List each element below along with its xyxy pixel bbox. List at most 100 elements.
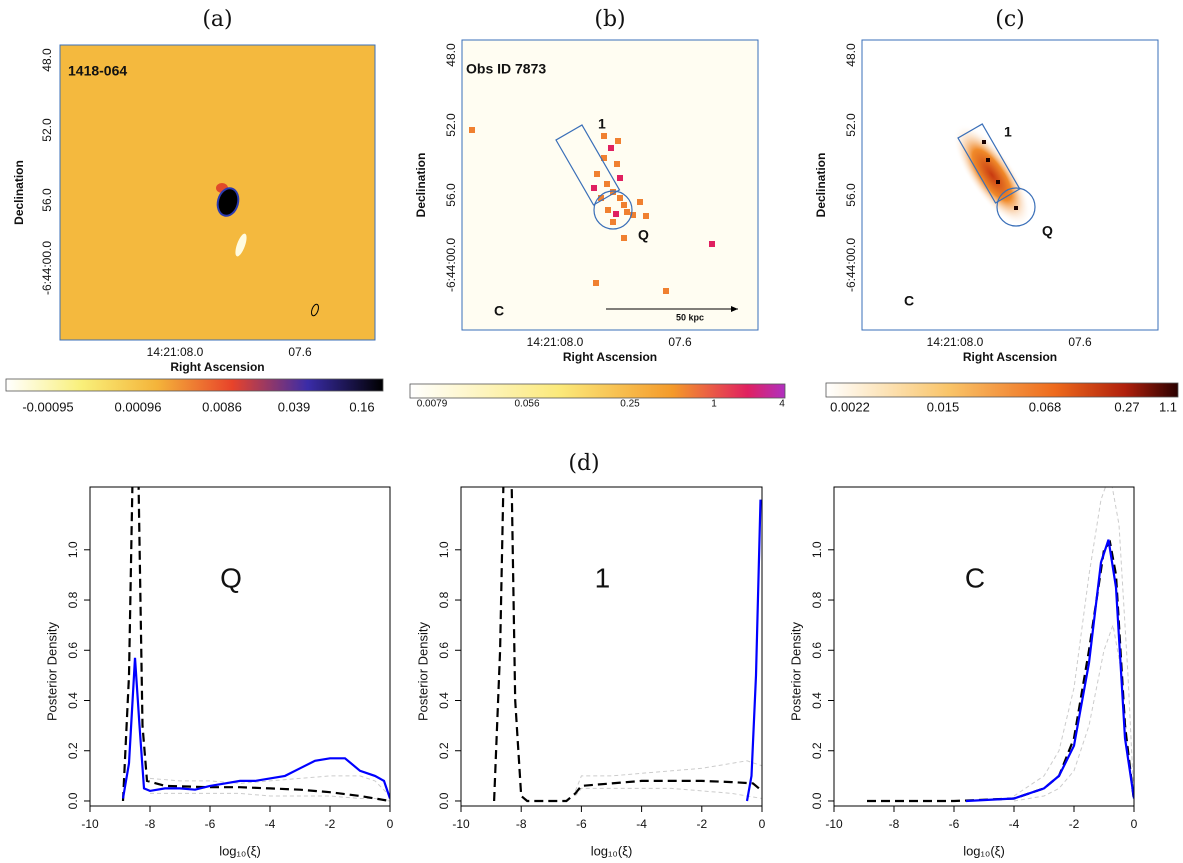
x-tick-label: -2 [696, 817, 707, 831]
y-tick-label: -6:44:00.0 [40, 241, 54, 295]
x-tick-label: -4 [1009, 817, 1020, 831]
photon [663, 288, 669, 294]
chart-title: 1 [595, 562, 611, 593]
y-tick-label: -6:44:00.0 [444, 238, 458, 292]
photon [621, 202, 627, 208]
panel-label: (c) [995, 7, 1025, 32]
photon [621, 235, 627, 241]
peak [986, 158, 990, 162]
y-axis-label: Posterior Density [415, 622, 430, 721]
y-axis-label: Posterior Density [788, 622, 803, 721]
series-line [149, 775, 390, 797]
annotation: 1 [598, 116, 606, 132]
image-panel: (c) 1 Q C 48.0 52.0 56.0 -6:44:00.0 14:21:08.0 07… [814, 7, 1179, 414]
y-tick-label: 0.8 [437, 591, 451, 608]
x-tick-label: -2 [325, 817, 336, 831]
colorbar-label: 0.27 [1114, 399, 1139, 414]
y-tick-label: 56.0 [844, 183, 858, 207]
y-tick-label: 0.4 [810, 692, 824, 709]
x-tick-label: 0 [1131, 817, 1138, 831]
y-tick-label: 0.2 [437, 742, 451, 759]
x-axis-label: Right Ascension [563, 350, 657, 364]
photon [617, 195, 623, 201]
y-axis-label: Posterior Density [44, 622, 59, 721]
image-panel: (b) Obs ID 7873 1 Q C 50 kpc 48.0 52.0 56.0 -6:44… [409, 7, 786, 410]
photon [709, 241, 715, 247]
line-chart: -10 -8 -6 -4 -2 0 0.0 0.2 0.4 0.6 0.8 1.0 1 log₁₀(ξ) P… [415, 486, 766, 858]
panel-title: Obs ID 7873 [466, 61, 546, 77]
x-tick-label: -2 [1069, 817, 1080, 831]
photon [643, 213, 649, 219]
region-1 [957, 123, 1021, 204]
photon [598, 195, 604, 201]
y-tick-label: 56.0 [444, 183, 458, 207]
y-axis-label: Declination [814, 153, 828, 218]
colorbar [5, 378, 384, 392]
region-1 [555, 124, 621, 206]
peak [996, 180, 1000, 184]
y-tick-label: -6:44:00.0 [844, 238, 858, 292]
photon [601, 133, 607, 139]
peak [1014, 206, 1018, 210]
photon [605, 207, 611, 213]
x-tick-label: -8 [145, 817, 156, 831]
x-tick-label: 07.6 [668, 335, 692, 349]
series-line [1013, 487, 1134, 802]
plot-frame [89, 486, 391, 807]
colorbar [409, 383, 786, 399]
series-line [867, 539, 1134, 803]
panel-label: (a) [202, 7, 232, 32]
series-line [575, 787, 762, 799]
colorbar-label: 4 [779, 399, 785, 410]
x-tick-label: -4 [265, 817, 276, 831]
x-axis-label: log₁₀(ξ) [219, 843, 261, 858]
series-line [121, 487, 390, 803]
colorbar-label: 0.015 [927, 399, 960, 414]
y-tick-label: 0.4 [437, 692, 451, 709]
panel-label: (b) [594, 7, 625, 32]
y-tick-label: 0.0 [810, 792, 824, 809]
image-panel: (a) 1418-064 48.0 52.0 56.0 -6:44:00.0 14:21:0… [5, 7, 384, 414]
y-tick-label: 48.0 [40, 48, 54, 72]
series-line [493, 487, 762, 803]
y-tick-label: 0.4 [66, 692, 80, 709]
x-tick-label: 0 [759, 817, 766, 831]
series-line [745, 499, 762, 802]
y-tick-label: 1.0 [66, 541, 80, 558]
colorbar-label: 0.068 [1029, 399, 1062, 414]
x-tick-label: 07.6 [288, 345, 312, 359]
colorbar-label: 0.25 [620, 399, 640, 410]
series-line [1013, 623, 1134, 802]
series-line [121, 657, 390, 799]
x-tick-label: -8 [889, 817, 900, 831]
plot-frame [460, 486, 763, 807]
photon [604, 181, 610, 187]
photon [610, 189, 616, 195]
chart-title: Q [220, 562, 242, 593]
photon [594, 171, 600, 177]
annotation: 1 [1004, 124, 1012, 140]
annotation: Q [1042, 223, 1053, 239]
colorbar-label: 0.0079 [417, 399, 448, 410]
x-tick-label: -4 [636, 817, 647, 831]
x-tick-label: 0 [387, 817, 394, 831]
colorbar-label: 0.056 [514, 399, 539, 410]
x-axis-label: log₁₀(ξ) [963, 843, 1005, 858]
annotation: C [494, 303, 504, 319]
annotation: C [904, 293, 914, 309]
photon [591, 185, 597, 191]
plot-frame [833, 486, 1135, 807]
y-tick-label: 0.2 [66, 742, 80, 759]
x-axis-label: Right Ascension [170, 360, 264, 374]
x-tick-label: 14:21:08.0 [927, 335, 984, 349]
y-tick-label: 52.0 [444, 113, 458, 137]
photon [630, 212, 636, 218]
x-tick-label: 14:21:08.0 [527, 335, 584, 349]
emission [953, 124, 1031, 226]
y-tick-label: 0.6 [810, 642, 824, 659]
y-tick-label: 56.0 [40, 188, 54, 212]
y-tick-label: 48.0 [844, 43, 858, 67]
peak [982, 140, 986, 144]
region-q [593, 190, 633, 230]
